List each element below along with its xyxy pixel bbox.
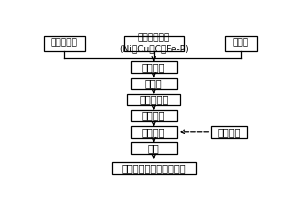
Bar xyxy=(112,162,196,174)
Bar xyxy=(225,36,257,51)
Bar xyxy=(127,94,181,105)
Text: 预混合: 预混合 xyxy=(145,78,163,88)
Text: 塑化剂: 塑化剂 xyxy=(233,39,249,48)
Bar xyxy=(130,61,177,73)
Text: 高速压制: 高速压制 xyxy=(142,127,166,137)
Bar xyxy=(211,126,247,138)
Text: 水雾化铁粉: 水雾化铁粉 xyxy=(51,39,78,48)
Text: 粒度搭配: 粒度搭配 xyxy=(142,62,166,72)
Text: 高密度粉末冶金铁基材料: 高密度粉末冶金铁基材料 xyxy=(122,163,186,173)
Text: 合金元素粉末
(Ni、Cu、C和Fe-P): 合金元素粉末 (Ni、Cu、C和Fe-P) xyxy=(119,34,189,53)
Bar xyxy=(130,78,177,89)
Text: 模壁润滑: 模壁润滑 xyxy=(218,127,241,137)
Text: 塑化处理: 塑化处理 xyxy=(142,111,166,121)
Bar xyxy=(130,142,177,154)
Bar xyxy=(130,110,177,121)
Text: 烧结: 烧结 xyxy=(148,143,160,153)
Bar xyxy=(130,126,177,138)
Bar xyxy=(124,36,184,51)
Text: 粘结化处理: 粘结化处理 xyxy=(139,94,168,104)
Bar xyxy=(44,36,85,51)
